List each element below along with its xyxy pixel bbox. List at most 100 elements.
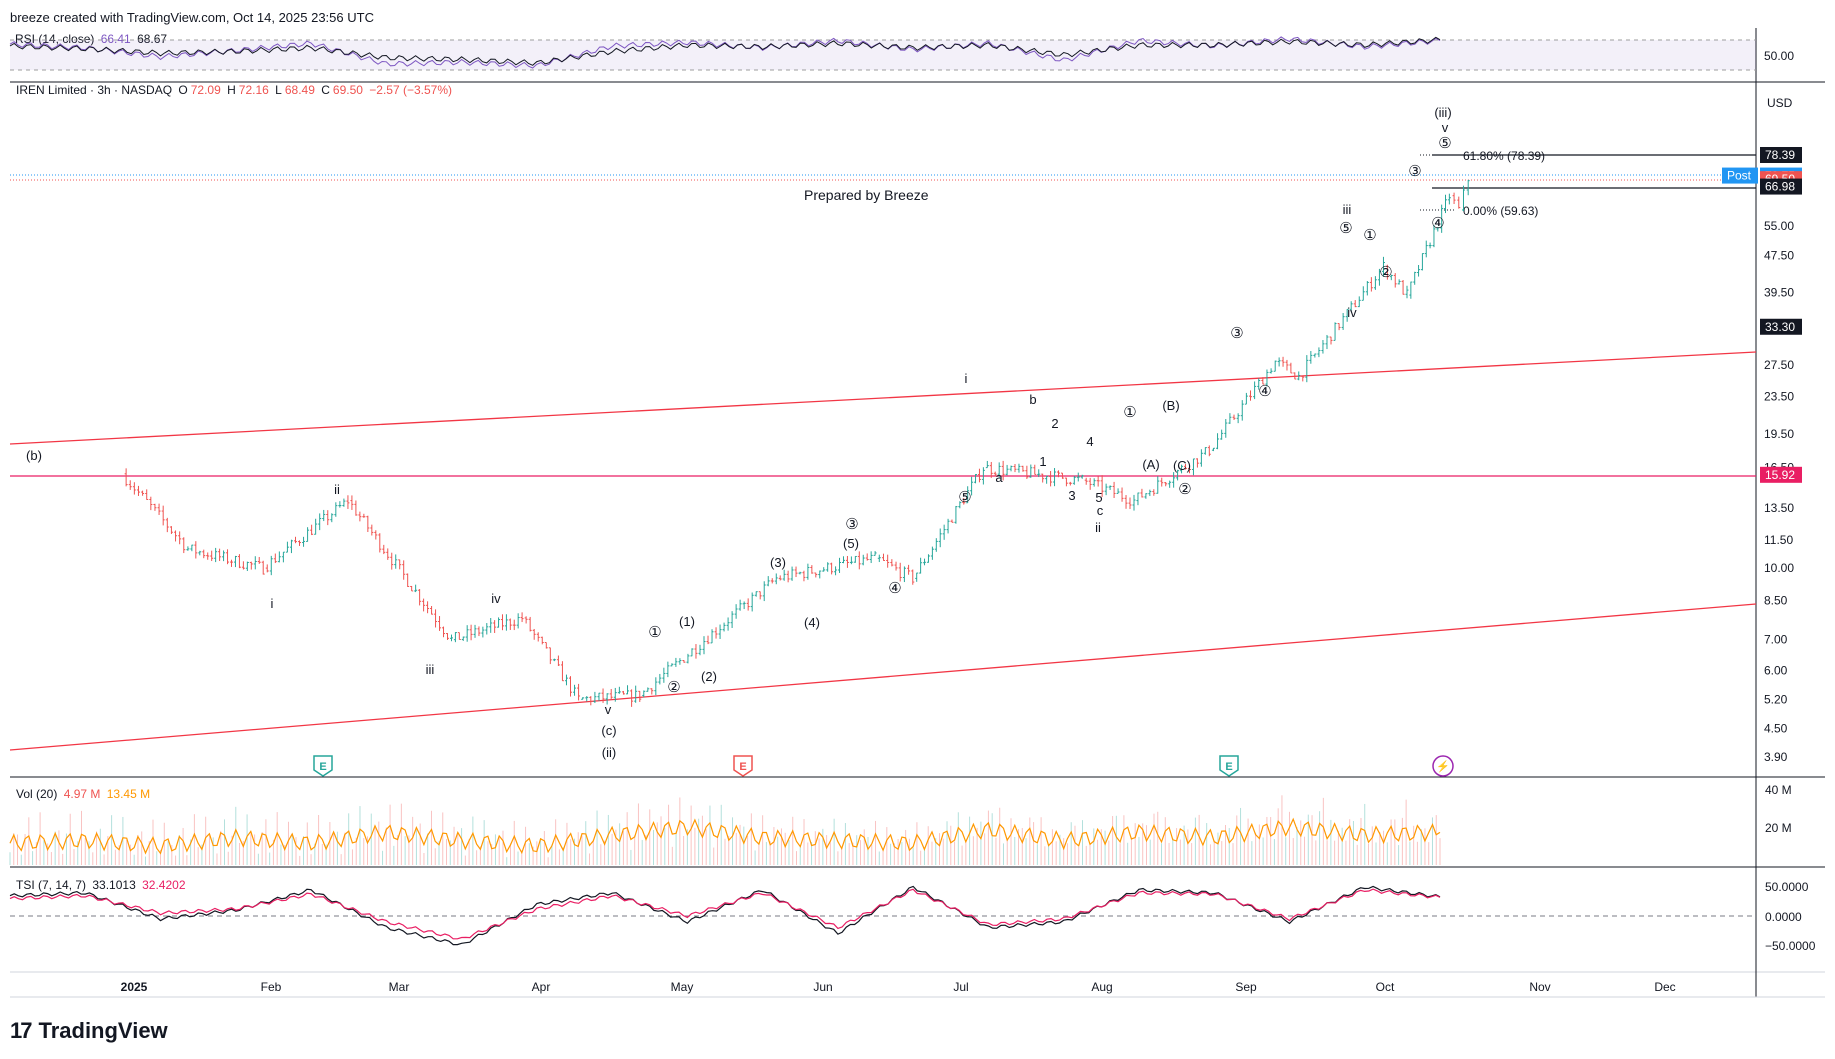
wave-label: iii bbox=[1343, 202, 1352, 217]
low-value: 68.49 bbox=[284, 83, 315, 97]
earnings-icon[interactable] bbox=[733, 755, 753, 777]
price-tick-label: 11.50 bbox=[1764, 533, 1793, 547]
price-badge bbox=[1760, 178, 1802, 195]
wave-label: (c) bbox=[601, 723, 616, 738]
wave-label: 2 bbox=[1051, 416, 1058, 431]
open-value: 72.09 bbox=[190, 83, 221, 97]
price-badge bbox=[1760, 171, 1802, 188]
price-badge-label: 69.50 bbox=[1765, 172, 1795, 186]
wave-label: iii bbox=[426, 662, 435, 677]
time-axis[interactable]: 2025 Feb Mar Apr May Jun Jul Aug Sep Oct Nov Dec bbox=[121, 980, 1676, 994]
wave-label: (1) bbox=[679, 614, 695, 629]
wave-label: ① bbox=[1123, 404, 1136, 421]
tsi-name: TSI (7, 14, 7) bbox=[16, 878, 87, 892]
tsi-axis-50: 50.0000 bbox=[1765, 880, 1809, 894]
price-tick-label: 6.00 bbox=[1764, 664, 1788, 678]
time-tick-label: May bbox=[671, 980, 694, 994]
price-tick-label: 8.50 bbox=[1764, 594, 1788, 608]
price-tick-label: 3.90 bbox=[1764, 750, 1788, 764]
price-badge-label: 33.30 bbox=[1765, 320, 1795, 334]
wave-labels: (b)iiiiiiivv(c)(ii)①②(1)(2)(3)(4)(5)③④⑤i… bbox=[26, 105, 1452, 760]
tradingview-logo-icon: 17 bbox=[10, 1018, 33, 1043]
tsi-signal-line bbox=[9, 888, 1441, 940]
time-tick-label: Oct bbox=[1376, 980, 1395, 994]
rsi-axis-label: 50.00 bbox=[1764, 49, 1794, 63]
chart-note: Prepared by Breeze bbox=[804, 187, 929, 203]
wave-label: (b) bbox=[26, 448, 42, 463]
wave-label: ③ bbox=[1230, 325, 1243, 342]
earnings-icon[interactable] bbox=[1219, 755, 1239, 777]
time-tick-label: Apr bbox=[532, 980, 551, 994]
time-tick-label: Jun bbox=[813, 980, 832, 994]
volume-legend[interactable]: Vol (20) 4.97 M 13.45 M bbox=[16, 787, 153, 801]
rsi-legend[interactable]: RSI (14, close) 66.41 68.67 bbox=[15, 32, 170, 46]
wave-label: ③ bbox=[845, 516, 858, 533]
tsi-axis-0: 0.0000 bbox=[1765, 910, 1802, 924]
time-tick-label: Aug bbox=[1091, 980, 1112, 994]
wave-label: 3 bbox=[1068, 488, 1075, 503]
rsi-ma-value: 68.67 bbox=[137, 32, 168, 46]
wave-label: c bbox=[1097, 503, 1104, 518]
wave-label: ③ bbox=[1408, 163, 1421, 180]
event-icon-glyph: E bbox=[319, 761, 326, 773]
event-icons[interactable]: E E E ⚡ bbox=[313, 755, 1454, 777]
price-tick-label: 23.50 bbox=[1764, 390, 1794, 404]
wave-label: (B) bbox=[1162, 398, 1179, 413]
wave-label: (ii) bbox=[602, 745, 616, 760]
wave-label: ② bbox=[667, 679, 680, 696]
wave-label: i bbox=[965, 371, 968, 386]
time-tick-label: Sep bbox=[1235, 980, 1257, 994]
rsi-band bbox=[10, 40, 1756, 70]
price-tick-label: 10.00 bbox=[1764, 561, 1794, 575]
wave-label: ⑤ bbox=[1438, 135, 1451, 152]
rsi-ma-line bbox=[9, 36, 1441, 66]
price-axis[interactable]: 55.00 47.50 39.50 27.50 23.50 19.50 16.50 13.50… bbox=[1764, 219, 1794, 764]
price-tick-label: 55.00 bbox=[1764, 219, 1794, 233]
wave-label: i bbox=[271, 596, 274, 611]
volume-name: Vol (20) bbox=[16, 787, 58, 801]
wave-label: ② bbox=[1178, 481, 1191, 498]
tradingview-logo[interactable]: 17 TradingView bbox=[10, 1018, 168, 1044]
tsi-line bbox=[9, 885, 1441, 946]
fib-upper-label: 61.80% (78.39) bbox=[1463, 149, 1545, 163]
wave-label: (C) bbox=[1173, 458, 1191, 473]
high-value: 72.16 bbox=[238, 83, 269, 97]
earnings-icon[interactable] bbox=[313, 755, 333, 777]
wave-label: ② bbox=[1379, 264, 1392, 281]
volume-ma-value: 13.45 M bbox=[106, 787, 151, 801]
price-badge-label: 78.39 bbox=[1765, 148, 1795, 162]
tsi-legend[interactable]: TSI (7, 14, 7) 33.1013 32.4202 bbox=[16, 878, 189, 892]
wave-label: b bbox=[1029, 392, 1036, 407]
post-badge-label: Post bbox=[1727, 169, 1752, 183]
wave-label: ④ bbox=[1258, 383, 1271, 400]
volume-ma-line bbox=[9, 817, 1441, 855]
low-label: L bbox=[275, 83, 282, 97]
dividend-icon[interactable] bbox=[1432, 755, 1454, 777]
price-tick-label: 16.50 bbox=[1764, 461, 1794, 475]
price-badge bbox=[1760, 466, 1802, 483]
wave-label: ④ bbox=[1431, 215, 1444, 232]
channel-upper-line bbox=[9, 351, 1757, 445]
wave-label: (2) bbox=[701, 669, 717, 684]
post-badge bbox=[1722, 167, 1758, 184]
wave-label: (iii) bbox=[1434, 105, 1451, 120]
time-tick-label: Jul bbox=[953, 980, 968, 994]
price-badge-label: 66.98 bbox=[1765, 180, 1795, 194]
wave-label: 4 bbox=[1086, 434, 1093, 449]
wave-label: iv bbox=[1347, 305, 1357, 320]
wave-label: v bbox=[1442, 120, 1449, 135]
main-legend[interactable]: IREN Limited · 3h · NASDAQ O 72.09 H 72.16… bbox=[16, 83, 455, 97]
chart-credit: breeze created with TradingView.com, Oct… bbox=[10, 10, 374, 25]
volume-axis-40m: 40 M bbox=[1765, 783, 1792, 797]
wave-label: v bbox=[605, 702, 612, 717]
close-value: 69.50 bbox=[332, 83, 363, 97]
wave-label: (4) bbox=[804, 615, 820, 630]
symbol-label[interactable]: IREN Limited · 3h · NASDAQ bbox=[16, 83, 173, 97]
fib-lower-label: 0.00% (59.63) bbox=[1463, 204, 1538, 218]
wave-label: (3) bbox=[770, 555, 786, 570]
volume-bars bbox=[9, 795, 1441, 865]
currency-label[interactable]: USD bbox=[1767, 96, 1793, 110]
tsi-value: 33.1013 bbox=[92, 878, 136, 892]
